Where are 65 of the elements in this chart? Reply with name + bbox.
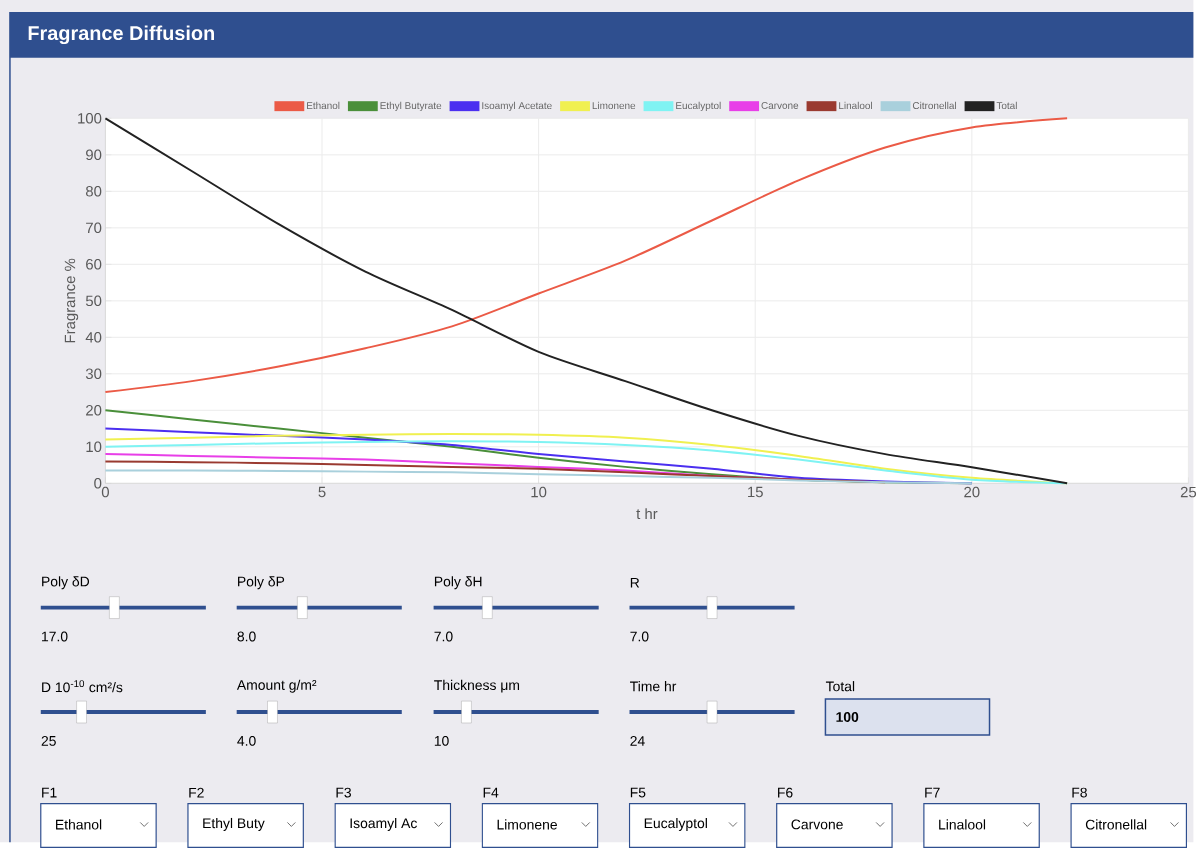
text: Poly δD: [42, 576, 90, 590]
chart-title: Fragrance Diffusion: [28, 25, 214, 45]
x-tick-label: 20: [964, 486, 980, 498]
text: Amount g/m²: [236, 679, 317, 693]
text: Poly δH: [434, 576, 482, 590]
text: 17.0: [42, 631, 68, 642]
legend-label: Carvone: [761, 102, 799, 110]
y-tick-label: 90: [86, 149, 102, 161]
text: Carvone: [791, 819, 843, 830]
text: Limonene: [497, 819, 557, 830]
text: Poly δP: [238, 576, 285, 590]
y-tick-label: 30: [85, 368, 102, 380]
y-tick-label: 80: [85, 186, 102, 197]
text: F1: [42, 787, 57, 798]
y-tick-label: 100: [78, 113, 102, 124]
line-series: [104, 117, 1069, 485]
legend-label: Total: [996, 101, 1017, 110]
text: Ethyl Buty: [203, 817, 265, 831]
text: Linalool: [939, 819, 986, 830]
y-tick-label: 70: [86, 222, 102, 234]
text: Citronellal: [1085, 819, 1147, 830]
legend-label: Eucalyptol: [676, 101, 721, 112]
x-tick-label: 25: [1180, 486, 1197, 498]
legend-label: Isoamyl Acetate: [482, 101, 552, 112]
text: Ethanol: [56, 819, 102, 830]
y-tick-label: 0: [94, 478, 102, 489]
x-tick-label: 10: [531, 486, 547, 498]
x-tick-label: 5: [318, 486, 326, 498]
line-series: [104, 117, 1069, 394]
text: Thickness μm: [434, 679, 520, 693]
legend-label: Citronellal: [912, 101, 956, 110]
text: 10: [434, 736, 449, 746]
line-series: [104, 469, 973, 485]
y-axis-title: Fragrance %: [64, 258, 79, 343]
text: F2: [189, 787, 204, 798]
text: 4.0: [237, 736, 256, 746]
legend-label: Linalool: [839, 101, 872, 110]
text: F4: [483, 787, 499, 798]
text: 8.0: [237, 631, 256, 642]
text: F8: [1072, 787, 1087, 798]
y-tick-label: 60: [86, 259, 102, 270]
text: 25: [41, 736, 56, 746]
x-tick-label: 15: [748, 486, 763, 498]
text: Eucalyptol: [644, 817, 707, 831]
y-tick-label: 50: [85, 295, 102, 307]
text: F7: [925, 787, 940, 798]
text: Time hr: [630, 681, 677, 692]
y-tick-label: 40: [85, 332, 102, 343]
text: 7.0: [630, 631, 649, 642]
legend-label: Limonene: [592, 101, 636, 110]
text: R: [630, 578, 640, 588]
text: Total: [825, 681, 855, 692]
text: 100: [836, 712, 859, 722]
text: F5: [630, 787, 646, 798]
x-axis-title: t hr: [636, 508, 658, 520]
text: 24: [630, 736, 645, 746]
text: F6: [778, 787, 793, 798]
text: 7.0: [434, 631, 453, 642]
text: D 10$^{-10}$ cm²/s: [42, 680, 123, 693]
text: F3: [336, 787, 351, 798]
text: Isoamyl Ac: [350, 817, 417, 831]
legend-label: Ethanol: [307, 101, 340, 110]
legend-label: Ethyl Butyrate: [380, 101, 442, 112]
y-tick-label: 20: [86, 405, 102, 416]
y-tick-label: 10: [86, 441, 102, 453]
